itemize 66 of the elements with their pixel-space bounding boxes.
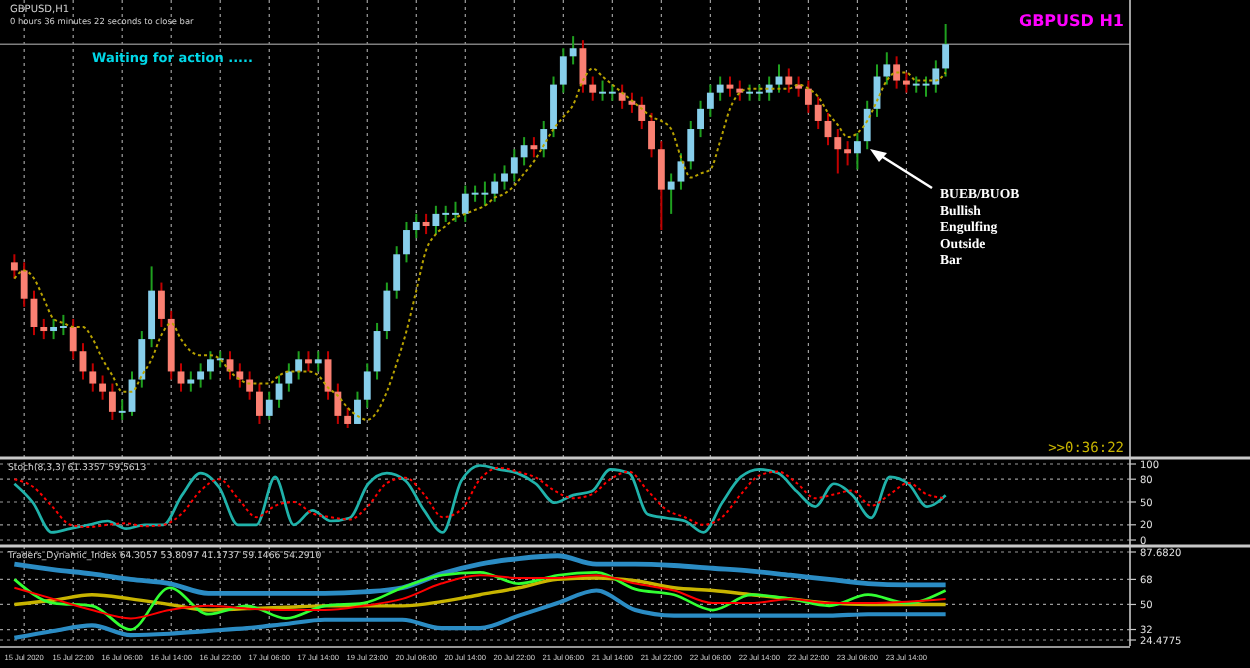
candlestick xyxy=(10,253,18,280)
candlestick xyxy=(667,172,675,215)
candlestick xyxy=(89,362,97,393)
candlestick xyxy=(706,83,714,118)
candlestick xyxy=(785,67,793,94)
candlestick xyxy=(814,95,822,131)
candlestick xyxy=(540,119,548,159)
line-series xyxy=(13,571,947,631)
candlestick xyxy=(187,370,195,393)
candlestick xyxy=(589,75,597,102)
candlestick xyxy=(834,128,842,175)
candlestick xyxy=(305,350,312,373)
candlestick xyxy=(804,79,812,114)
candlestick xyxy=(344,406,352,429)
candlestick xyxy=(197,362,205,389)
candlestick xyxy=(403,220,410,264)
candlestick xyxy=(314,350,322,373)
candlestick xyxy=(108,382,116,421)
candlestick xyxy=(883,51,891,86)
candlestick xyxy=(69,317,77,361)
candlestick xyxy=(942,23,950,78)
candlestick xyxy=(697,99,704,139)
candlestick xyxy=(295,350,303,381)
candlestick xyxy=(902,71,910,94)
candlestick xyxy=(236,362,244,389)
candlestick xyxy=(20,261,28,308)
candlestick xyxy=(853,132,861,171)
candlestick xyxy=(412,212,420,240)
candlestick xyxy=(177,362,185,393)
candlestick xyxy=(354,390,361,425)
candlestick xyxy=(569,35,577,66)
candlestick xyxy=(246,370,254,401)
candlestick xyxy=(559,47,567,94)
candlestick xyxy=(285,362,293,393)
candlestick xyxy=(687,119,695,171)
candlestick xyxy=(844,140,852,167)
candlestick xyxy=(40,317,48,341)
candlestick xyxy=(383,281,391,341)
line-series xyxy=(11,553,949,596)
candlestick xyxy=(648,111,655,159)
candlestick xyxy=(501,164,508,191)
candlestick xyxy=(265,390,273,421)
text: GBPUSD H1 xyxy=(1019,12,1125,30)
candlestick xyxy=(157,281,165,328)
line-series xyxy=(12,588,948,640)
candlestick xyxy=(363,362,371,409)
candlestick xyxy=(520,136,528,167)
candlestick xyxy=(393,245,401,300)
candlestick xyxy=(256,382,263,425)
candlestick xyxy=(99,374,107,401)
line-series xyxy=(12,576,948,612)
candlestick xyxy=(579,39,587,94)
candlestick xyxy=(893,55,901,90)
candlestick xyxy=(638,95,646,131)
candlestick xyxy=(422,212,430,236)
candlestick xyxy=(373,321,381,381)
candlestick xyxy=(716,75,724,102)
candlestick xyxy=(657,140,665,232)
candlestick xyxy=(618,83,626,110)
candlestick xyxy=(530,136,538,159)
line-series xyxy=(13,574,947,620)
candlestick xyxy=(138,330,146,389)
candlestick xyxy=(550,75,557,139)
candlestick xyxy=(863,99,871,151)
candlestick xyxy=(334,382,342,425)
candlestick xyxy=(510,148,518,183)
